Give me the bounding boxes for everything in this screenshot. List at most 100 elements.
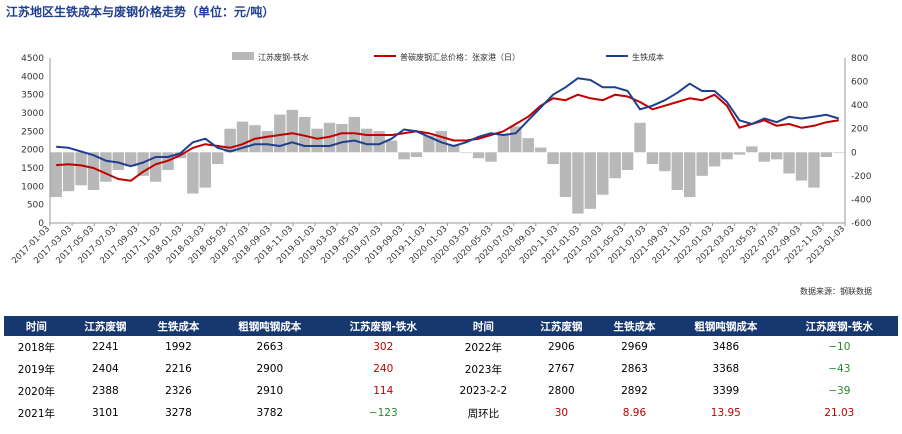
col-header: 粗钢吨钢成本 [214,316,325,336]
spread-bar [385,140,398,153]
cell: −10 [828,341,851,353]
cell: 2863 [621,363,648,375]
right-tick-label: -200 [851,172,872,182]
cell: 3486 [712,341,740,353]
cell: 2800 [548,385,575,397]
col-header: 时间 [4,316,69,336]
spread-bar [236,121,249,153]
data-source: 数据来源：钢联数据 [800,287,872,296]
spread-bar [783,152,795,174]
spread-bar [472,152,485,159]
spread-bar [597,152,609,195]
cell: 2023年 [464,363,502,376]
table-row: 2021年 3101 3278 3782 −123 周环比 30 8.96 13… [4,402,898,424]
col-header: 生铁成本 [141,316,215,336]
spread-bar [373,131,385,153]
cell: 2388 [91,385,119,397]
col-header: 江苏废钢-铁水 [324,316,442,336]
spread-bar [770,152,783,160]
spread-bar [398,152,410,160]
col-header: 江苏废钢-铁水 [780,316,898,336]
cell: 30 [554,407,569,419]
cell: 21.03 [824,407,855,419]
spread-bar [708,152,721,167]
spread-bar [112,152,125,170]
cell: 302 [373,341,394,353]
cell: 3278 [165,407,192,419]
right-tick-label: 400 [851,101,868,111]
spread-bar [746,146,758,153]
cell: 2969 [621,341,648,353]
spread-bar [62,152,75,192]
spread-bar [211,152,224,165]
spread-bar [361,128,373,153]
price-chart: 050010001500200025003000350040004500-600… [10,52,872,266]
right-tick-label: 800 [851,54,868,64]
spread-bar [621,152,634,170]
col-header: 江苏废钢 [524,316,598,336]
scrap-price-line [56,93,839,182]
left-tick-label: 1000 [21,182,44,192]
spread-bar [311,128,323,153]
cell: 2906 [548,341,575,353]
legend-spread-label: 江苏废钢-铁水 [258,52,309,62]
spread-bar [659,152,671,172]
spread-bar [336,124,348,153]
spread-bar [820,152,833,157]
spread-bar [721,152,733,160]
spread-bar [87,152,100,190]
spread-bar [100,152,112,182]
spread-bar [410,152,423,157]
cell: 114 [373,385,394,397]
cell: 2019年 [17,363,56,376]
spread-bar [795,152,808,181]
spread-bar [460,152,472,153]
spread-bar [448,145,460,153]
spread-bar [125,152,137,167]
spread-bar [572,152,584,214]
spread-bar [50,152,62,198]
spread-bar [149,152,162,182]
left-tick-label: 2000 [21,146,44,156]
cell: −43 [828,363,851,375]
cell: 2892 [621,385,648,397]
right-tick-label: 600 [851,78,868,88]
cell: 2020年 [17,385,56,398]
left-tick-label: 500 [27,201,44,211]
spread-bar [808,152,820,188]
chart-title: 江苏地区生铁成本与废钢价格走势（单位：元/吨） [6,5,275,19]
table-row: 2019年 2404 2216 2900 240 2023年 2767 2863… [4,358,898,380]
spread-bar [547,152,559,165]
cell: 2023-2-2 [459,385,508,397]
left-tick-label: 4000 [21,72,44,82]
cell: −123 [368,407,398,419]
spread-bar [497,134,510,153]
pig-iron-cost-line [56,77,840,168]
col-header: 粗钢吨钢成本 [671,316,781,336]
cell: 周环比 [467,407,500,420]
right-tick-label: 200 [851,125,868,135]
cell: 2022年 [464,341,502,354]
spread-bar [646,152,659,165]
legend-iron-label: 生铁成本 [632,52,664,62]
cell: 2018年 [17,341,56,354]
cell: 240 [373,363,394,375]
spread-bar [137,152,149,176]
table-row: 2018年 2241 1992 2663 302 2022年 2906 2969… [4,336,898,358]
spread-bar [833,152,845,153]
cell: 3368 [712,363,740,375]
cell: 3101 [91,407,119,419]
spread-bar [199,152,211,188]
cell: 2216 [165,363,192,375]
spread-bar [609,152,621,179]
spread-bar [485,152,497,162]
cell: 13.95 [710,407,741,419]
spread-bar [534,147,547,153]
table-header-row: 时间 江苏废钢 生铁成本 粗钢吨钢成本 江苏废钢-铁水 时间 江苏废钢 生铁成本… [4,316,898,336]
col-header: 江苏废钢 [68,316,142,336]
spread-bar [733,152,746,155]
right-tick-label: 0 [851,148,857,158]
spread-bar [758,152,770,162]
right-tick-label: -400 [851,195,872,205]
spread-bar [522,138,534,153]
